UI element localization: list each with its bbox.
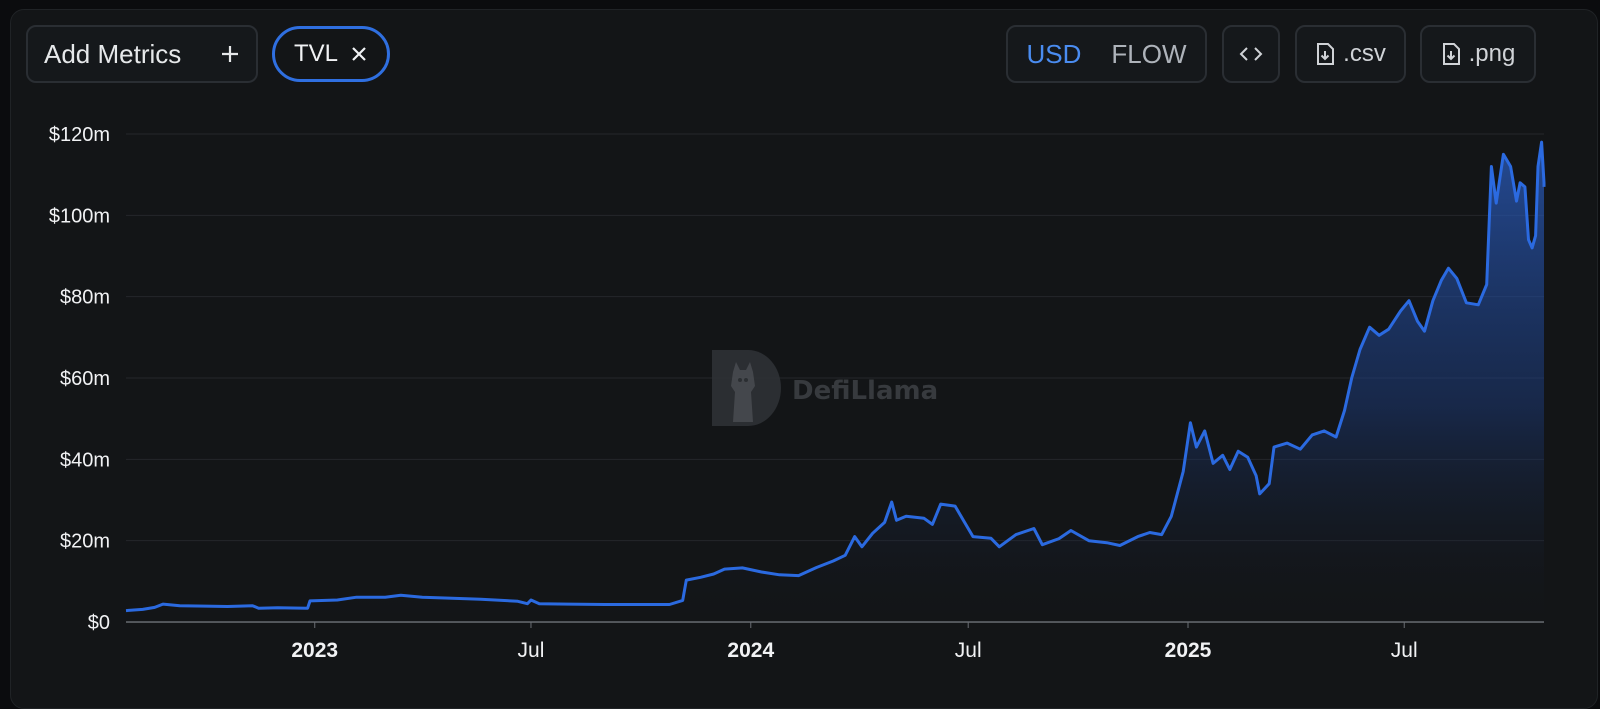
watermark: DefiLlama xyxy=(712,350,938,426)
file-download-icon xyxy=(1442,43,1460,65)
y-axis: $0 $20m $40m $60m $80m $100m $120m xyxy=(49,124,110,634)
download-png-button[interactable]: .png xyxy=(1420,25,1536,83)
tvl-line xyxy=(125,140,1546,613)
currency-toggle: USD FLOW xyxy=(1006,25,1207,83)
x-tick-label: 2025 xyxy=(1165,639,1212,662)
x-axis: 2023 Jul 2024 Jul 2025 Jul xyxy=(291,622,1418,662)
y-tick-label: $60m xyxy=(60,368,110,390)
embed-button[interactable] xyxy=(1222,25,1280,83)
add-metrics-label: Add Metrics xyxy=(44,38,182,69)
close-icon[interactable] xyxy=(350,45,368,63)
csv-label: .csv xyxy=(1343,40,1386,67)
flow-option[interactable]: FLOW xyxy=(1111,38,1187,69)
add-metrics-button[interactable]: Add Metrics xyxy=(26,25,258,83)
plus-icon xyxy=(222,46,238,62)
x-tick-label: 2023 xyxy=(291,639,338,662)
x-tick-label: 2024 xyxy=(727,639,774,662)
x-tick-label: Jul xyxy=(518,639,545,662)
y-tick-label: $100m xyxy=(49,205,110,227)
download-csv-button[interactable]: .csv xyxy=(1295,25,1406,83)
y-tick-label: $20m xyxy=(60,531,110,553)
y-tick-label: $40m xyxy=(60,449,110,471)
y-tick-label: $120m xyxy=(49,124,110,146)
y-tick-label: $0 xyxy=(88,612,110,634)
y-tick-label: $80m xyxy=(60,287,110,309)
metric-chip-tvl[interactable]: TVL xyxy=(272,26,390,82)
llama-logo-icon xyxy=(712,350,781,426)
file-download-icon xyxy=(1317,43,1335,65)
x-tick-label: Jul xyxy=(1391,639,1418,662)
png-label: .png xyxy=(1468,40,1516,67)
watermark-text: DefiLlama xyxy=(792,376,938,406)
x-tick-label: Jul xyxy=(955,639,982,662)
code-icon xyxy=(1239,47,1263,61)
usd-option[interactable]: USD xyxy=(1026,38,1082,69)
tvl-area xyxy=(126,142,1544,622)
metric-chip-label: TVL xyxy=(293,40,338,67)
